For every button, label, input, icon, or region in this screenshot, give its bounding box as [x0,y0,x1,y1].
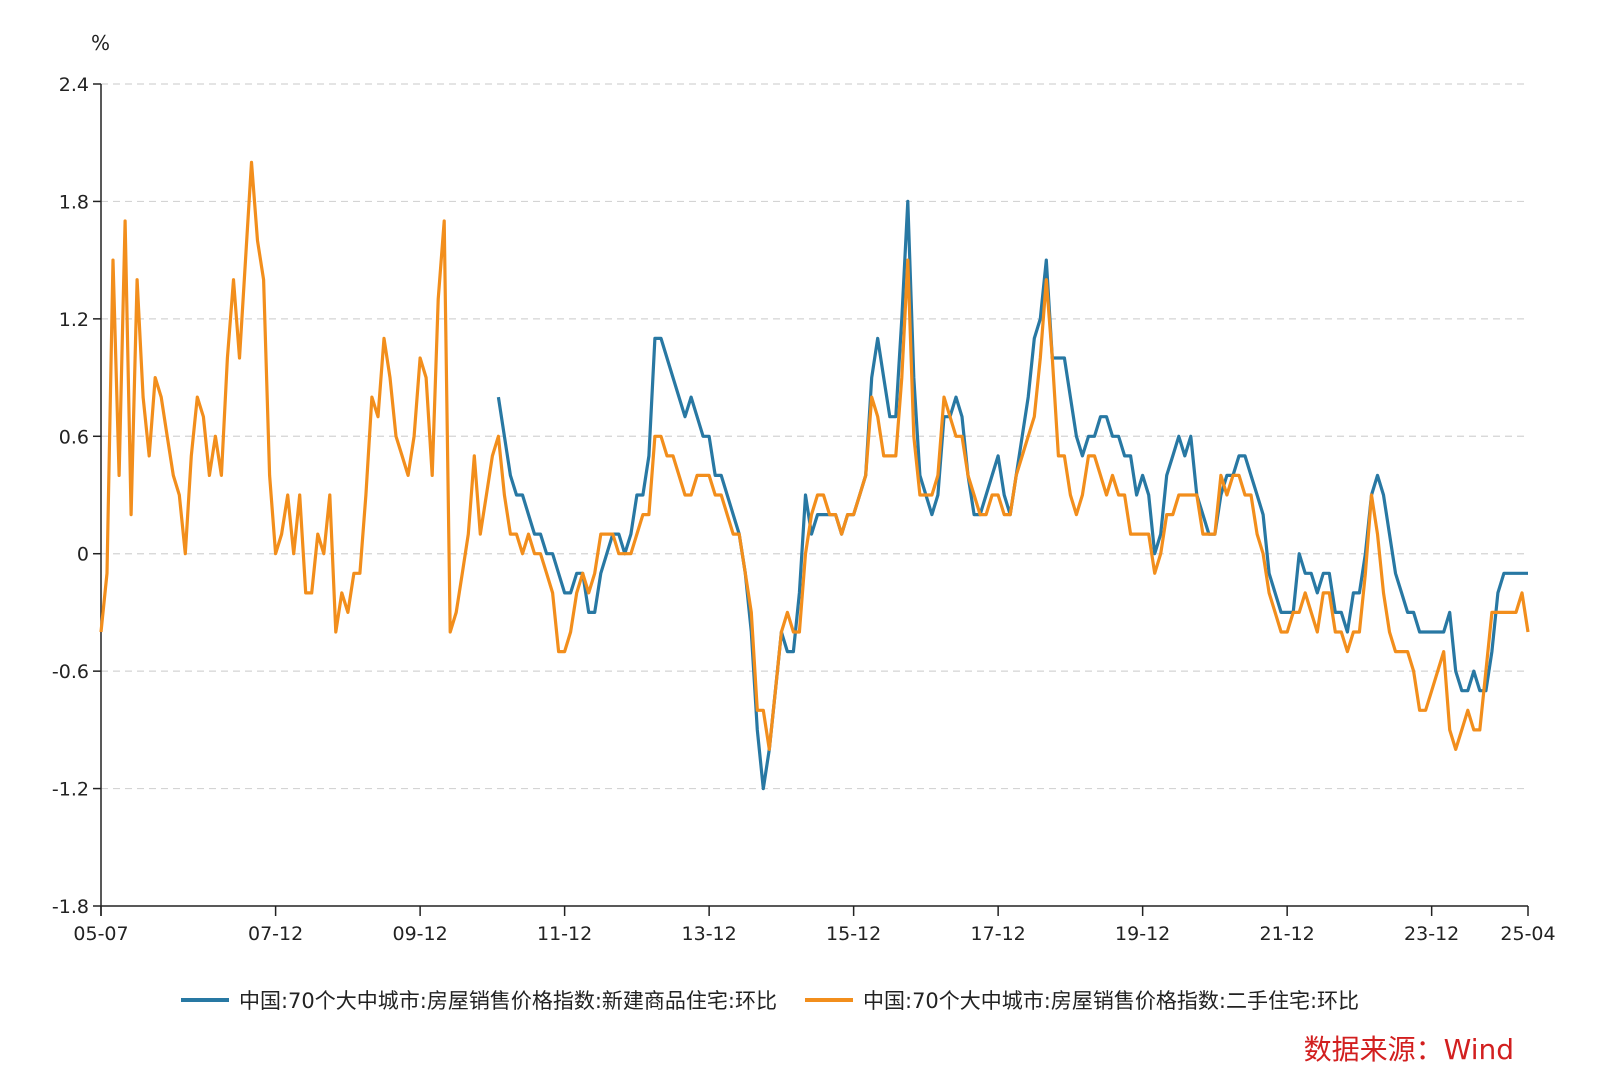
y-unit-label: % [91,31,110,55]
series-lines [99,160,1530,791]
x-tick-label: 15-12 [826,923,881,945]
gridlines [101,83,1528,790]
legend-swatch-resale-homes [805,998,853,1002]
legend-label-resale-homes: 中国:70个大中城市:房屋销售价格指数:二手住宅:环比 [863,989,1360,1013]
x-tick-label: 07-12 [248,923,303,945]
x-tick-label: 19-12 [1115,923,1170,945]
legend: 中国:70个大中城市:房屋销售价格指数:新建商品住宅:环比 中国:70个大中城市… [0,985,1540,1015]
axes: 2.4 1.8 1.2 0.6 0 -0.6 -1.2 -1.8 05-07 07-12 09-12… [52,74,1556,945]
x-tick-label: 17-12 [971,923,1026,945]
x-tick-label: 23-12 [1404,923,1459,945]
y-tick-label: 2.4 [59,74,89,96]
y-tick-label: -1.2 [52,779,89,801]
x-tick-label: 09-12 [393,923,448,945]
legend-item-new-homes: 中国:70个大中城市:房屋销售价格指数:新建商品住宅:环比 [180,985,777,1015]
legend-swatch-new-homes [180,998,229,1002]
legend-label-new-homes: 中国:70个大中城市:房屋销售价格指数:新建商品住宅:环比 [238,989,777,1013]
y-tick-label: 1.2 [59,309,89,331]
x-tick-label: 11-12 [537,923,592,945]
y-tick-label: -0.6 [52,661,89,683]
data-source-label: 数据来源：Wind [1303,1033,1514,1066]
x-tick-label: 25-04 [1500,923,1555,945]
legend-item-resale-homes: 中国:70个大中城市:房屋销售价格指数:二手住宅:环比 [805,985,1359,1015]
y-tick-label: 1.8 [59,191,89,213]
y-tick-label: -1.8 [52,896,89,918]
series-line-resale-homes [99,160,1530,751]
x-tick-label: 21-12 [1260,923,1315,945]
x-tick-label: 13-12 [682,923,737,945]
x-tick-label: 05-07 [73,923,128,945]
y-tick-label: 0.6 [59,426,89,448]
y-tick-label: 0 [77,544,89,566]
